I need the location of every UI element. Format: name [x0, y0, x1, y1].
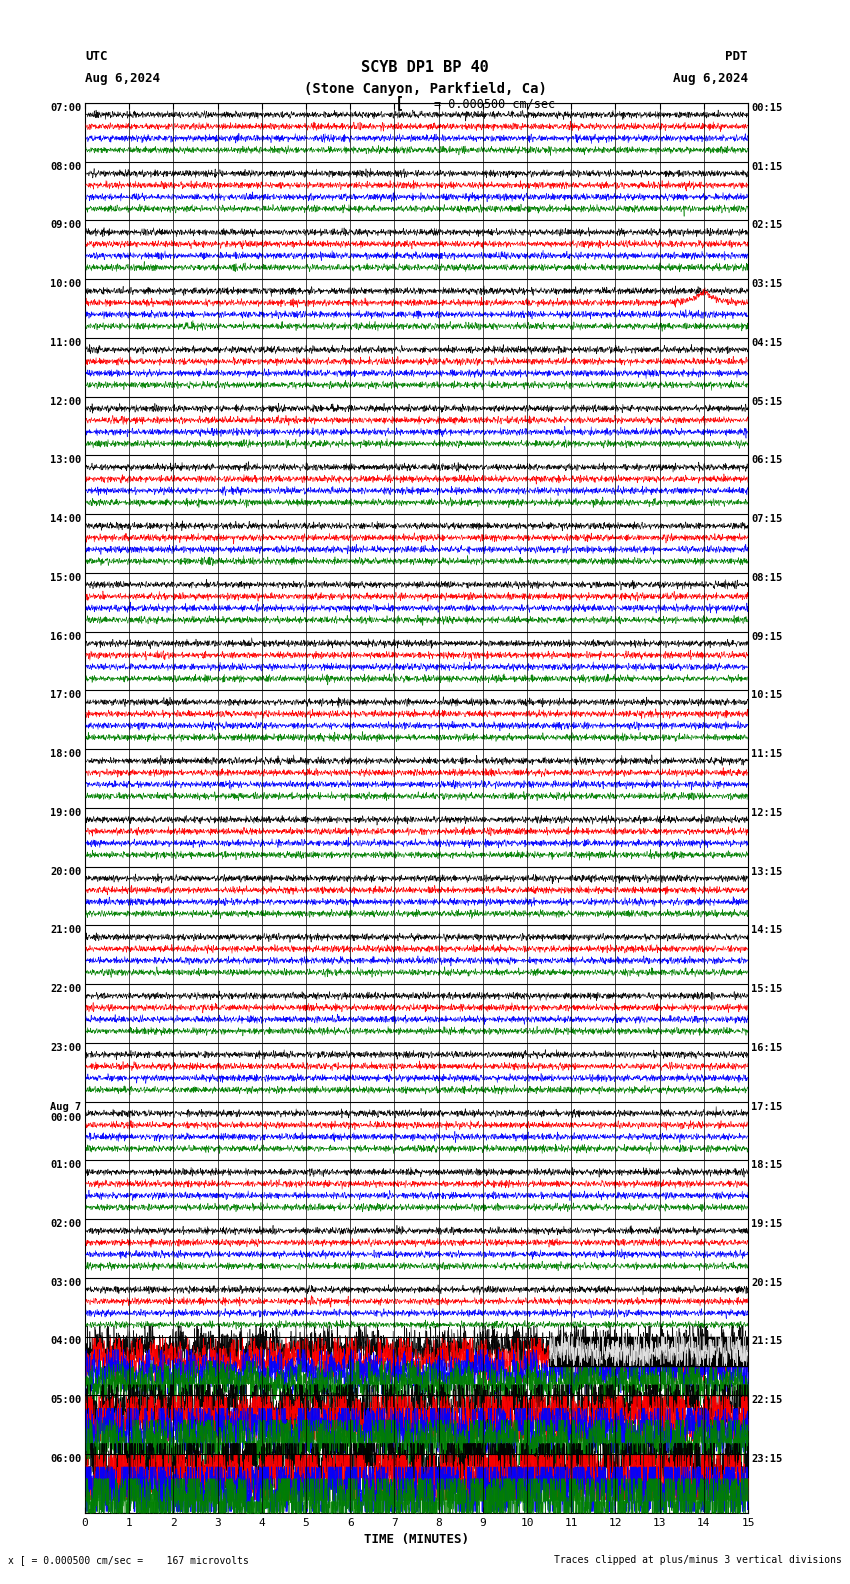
Text: 12:00: 12:00 — [50, 396, 82, 407]
Text: (Stone Canyon, Parkfield, Ca): (Stone Canyon, Parkfield, Ca) — [303, 82, 547, 95]
Text: 14:15: 14:15 — [751, 925, 783, 935]
Text: 06:00: 06:00 — [50, 1454, 82, 1464]
Text: 01:15: 01:15 — [751, 162, 783, 171]
Text: 21:15: 21:15 — [751, 1337, 783, 1346]
Text: 04:00: 04:00 — [50, 1337, 82, 1346]
Text: 00:15: 00:15 — [751, 103, 783, 112]
Text: 17:00: 17:00 — [50, 691, 82, 700]
Text: 11:00: 11:00 — [50, 337, 82, 348]
Text: 09:00: 09:00 — [50, 220, 82, 230]
Text: 15:15: 15:15 — [751, 984, 783, 995]
Text: 15:00: 15:00 — [50, 573, 82, 583]
Text: 09:15: 09:15 — [751, 632, 783, 642]
Text: 23:15: 23:15 — [751, 1454, 783, 1464]
Text: 08:00: 08:00 — [50, 162, 82, 171]
Text: 07:15: 07:15 — [751, 515, 783, 524]
Text: 13:00: 13:00 — [50, 455, 82, 466]
Text: 16:00: 16:00 — [50, 632, 82, 642]
Text: 18:00: 18:00 — [50, 749, 82, 759]
Text: 05:00: 05:00 — [50, 1396, 82, 1405]
Text: 01:00: 01:00 — [50, 1159, 82, 1171]
Text: 22:00: 22:00 — [50, 984, 82, 995]
Text: 06:15: 06:15 — [751, 455, 783, 466]
Text: 02:00: 02:00 — [50, 1220, 82, 1229]
Text: 07:00: 07:00 — [50, 103, 82, 112]
Text: 04:15: 04:15 — [751, 337, 783, 348]
Text: 16:15: 16:15 — [751, 1042, 783, 1053]
Text: 10:00: 10:00 — [50, 279, 82, 290]
Text: = 0.000500 cm/sec: = 0.000500 cm/sec — [434, 97, 554, 109]
Text: 17:15: 17:15 — [751, 1101, 783, 1112]
Text: 03:00: 03:00 — [50, 1278, 82, 1288]
Text: 19:00: 19:00 — [50, 808, 82, 817]
Text: 13:15: 13:15 — [751, 866, 783, 876]
Text: x [ = 0.000500 cm/sec =    167 microvolts: x [ = 0.000500 cm/sec = 167 microvolts — [8, 1555, 249, 1565]
Text: 12:15: 12:15 — [751, 808, 783, 817]
Text: Aug 6,2024: Aug 6,2024 — [673, 71, 748, 84]
Text: SCYB DP1 BP 40: SCYB DP1 BP 40 — [361, 60, 489, 74]
Text: 22:15: 22:15 — [751, 1396, 783, 1405]
Text: UTC: UTC — [85, 49, 107, 62]
Text: Aug 6,2024: Aug 6,2024 — [85, 71, 160, 84]
Text: 02:15: 02:15 — [751, 220, 783, 230]
Text: 14:00: 14:00 — [50, 515, 82, 524]
Text: 10:15: 10:15 — [751, 691, 783, 700]
Text: Aug 7
00:00: Aug 7 00:00 — [50, 1101, 82, 1123]
Text: 03:15: 03:15 — [751, 279, 783, 290]
Text: 18:15: 18:15 — [751, 1159, 783, 1171]
Text: 19:15: 19:15 — [751, 1220, 783, 1229]
Text: 21:00: 21:00 — [50, 925, 82, 935]
Text: 08:15: 08:15 — [751, 573, 783, 583]
Text: 05:15: 05:15 — [751, 396, 783, 407]
Text: PDT: PDT — [726, 49, 748, 62]
Text: Traces clipped at plus/minus 3 vertical divisions: Traces clipped at plus/minus 3 vertical … — [553, 1555, 842, 1565]
Bar — [549, 1337, 748, 1365]
X-axis label: TIME (MINUTES): TIME (MINUTES) — [364, 1533, 469, 1546]
Text: 11:15: 11:15 — [751, 749, 783, 759]
Text: [: [ — [395, 95, 404, 109]
Text: 20:15: 20:15 — [751, 1278, 783, 1288]
Text: 23:00: 23:00 — [50, 1042, 82, 1053]
Text: 20:00: 20:00 — [50, 866, 82, 876]
